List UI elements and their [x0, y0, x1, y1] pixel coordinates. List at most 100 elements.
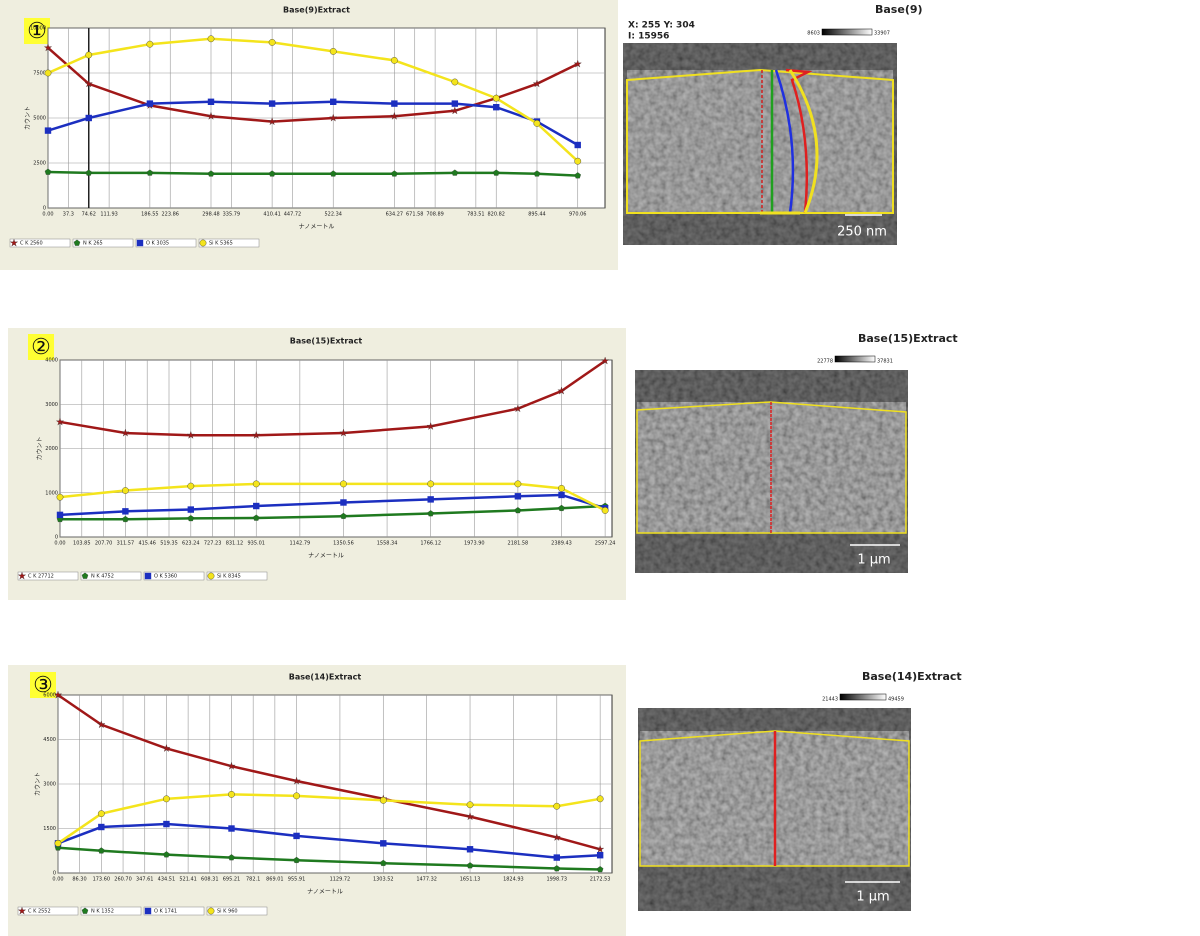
legend-label: N K 1352 — [91, 909, 114, 915]
legend-box — [206, 571, 268, 581]
panel-number: ③ — [33, 673, 53, 698]
marker — [466, 862, 474, 869]
marker — [206, 111, 216, 120]
x-axis-label: ナノメートル — [299, 224, 335, 231]
marker — [390, 57, 398, 64]
x-tick-label: 311.57 — [117, 541, 135, 547]
marker — [532, 79, 542, 88]
x-tick-label: 970.06 — [569, 212, 587, 218]
marker — [293, 792, 300, 800]
x-tick-label: 298.48 — [202, 212, 220, 218]
marker — [44, 69, 52, 77]
x-tick-label: 186.55 — [141, 212, 159, 218]
marker — [293, 832, 300, 840]
marker — [596, 795, 604, 803]
legend-label: O K 1741 — [154, 909, 177, 915]
color-bar — [839, 693, 887, 701]
marker — [427, 480, 435, 488]
chart-title: Base(9)Extract — [283, 6, 350, 15]
marker — [340, 499, 347, 506]
legend-label: Si K 8345 — [217, 574, 241, 580]
x-tick-label: 447.72 — [284, 212, 302, 218]
marker — [17, 906, 27, 915]
marker — [329, 48, 337, 55]
panel-number: ① — [27, 19, 47, 44]
marker — [121, 428, 130, 437]
y-tick-label: 0 — [53, 871, 56, 877]
marker — [293, 856, 300, 863]
legend-box — [198, 238, 260, 248]
marker — [514, 480, 522, 488]
marker — [596, 866, 604, 873]
micrograph — [623, 43, 897, 245]
image-title: Base(14)Extract — [862, 670, 962, 683]
legend-label: C K 2560 — [20, 241, 43, 247]
x-tick-label: 1303.52 — [373, 877, 394, 883]
x-tick-label: 935.01 — [247, 541, 265, 547]
marker — [601, 507, 609, 514]
marker — [451, 169, 459, 176]
x-tick-label: 2389.43 — [551, 541, 572, 547]
y-tick-label: 6000 — [43, 693, 56, 699]
x-tick-label: 415.46 — [138, 541, 156, 547]
marker — [163, 851, 170, 858]
marker — [97, 810, 105, 818]
x-tick-label: 955.91 — [288, 877, 306, 883]
marker — [146, 40, 154, 48]
marker — [268, 100, 276, 107]
legend-label: N K 265 — [83, 241, 103, 247]
scale-min: 22778 — [817, 359, 833, 365]
marker — [553, 802, 561, 810]
marker — [97, 720, 106, 729]
x-tick-label: 869.01 — [266, 877, 284, 883]
y-tick-label: 4000 — [45, 358, 58, 364]
marker — [574, 157, 582, 165]
marker — [268, 170, 276, 177]
x-tick-label: 695.21 — [223, 877, 241, 883]
scale-bar-label: 1 μm — [856, 890, 889, 905]
legend-box — [17, 571, 79, 581]
chart-title: Base(14)Extract — [289, 673, 362, 682]
legend-label: Si K 960 — [217, 909, 238, 915]
y-tick-label: 4500 — [43, 737, 56, 743]
marker — [17, 571, 27, 580]
x-tick-label: 0.00 — [42, 212, 53, 218]
legend-box — [206, 906, 268, 916]
marker — [56, 511, 64, 519]
x-tick-label: 207.70 — [95, 541, 113, 547]
marker — [207, 170, 215, 177]
scale-bar-label: 250 nm — [837, 225, 887, 240]
marker — [199, 239, 207, 247]
marker — [9, 238, 19, 247]
marker — [426, 422, 435, 430]
y-axis-label: カウント — [24, 106, 32, 130]
scale-max: 37831 — [877, 359, 893, 365]
number-badge — [28, 334, 54, 360]
marker — [73, 239, 81, 246]
marker — [379, 796, 387, 804]
marker — [207, 35, 215, 43]
x-tick-label: 521.41 — [179, 877, 197, 883]
x-tick-label: 173.60 — [93, 877, 111, 883]
marker — [44, 127, 52, 134]
x-tick-label: 895.44 — [528, 212, 546, 218]
x-tick-label: 0.00 — [54, 541, 65, 547]
y-tick-label: 2500 — [33, 161, 46, 167]
scale-max: 33907 — [874, 31, 890, 37]
marker — [85, 51, 93, 59]
x-tick-label: 1973.90 — [464, 541, 485, 547]
x-tick-label: 86.30 — [72, 877, 86, 883]
x-tick-label: 37.3 — [63, 212, 74, 218]
marker — [573, 59, 582, 68]
marker — [122, 508, 129, 515]
marker — [514, 507, 522, 514]
color-bar — [821, 28, 873, 36]
x-tick-label: 103.85 — [73, 541, 91, 547]
x-tick-label: 522.34 — [324, 212, 342, 218]
marker — [557, 386, 566, 395]
marker — [380, 840, 387, 847]
legend-box — [80, 906, 142, 916]
marker — [574, 172, 581, 179]
marker — [267, 117, 277, 126]
micrograph — [638, 708, 911, 911]
